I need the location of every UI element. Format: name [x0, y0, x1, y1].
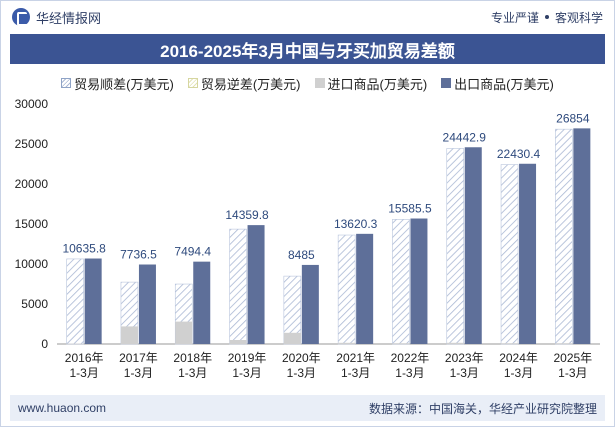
bar-export — [247, 225, 265, 344]
y-tick-label: 25000 — [15, 137, 49, 151]
legend: 贸易顺差(万美元) 贸易逆差(万美元) 进口商品(万美元) 出口商品(万美元) — [0, 72, 615, 94]
bar-import — [501, 343, 519, 344]
bar-import — [338, 342, 356, 344]
y-tick-label: 5000 — [21, 297, 48, 311]
legend-label-export: 出口商品(万美元) — [454, 76, 554, 92]
legend-item-export[interactable]: 出口商品(万美元) — [441, 74, 554, 93]
data-label: 7736.5 — [120, 248, 157, 262]
x-tick-label: 1-3月 — [124, 366, 153, 380]
x-tick-label: 1-3月 — [69, 366, 98, 380]
bar-export — [410, 218, 428, 344]
legend-item-deficit[interactable]: 贸易逆差(万美元) — [187, 74, 301, 93]
bar-surplus — [66, 258, 84, 345]
x-tick-label: 2021年 — [336, 351, 375, 365]
bar-export — [573, 128, 591, 344]
slogan-right: 客观科学 — [554, 10, 603, 25]
x-tick-label: 1-3月 — [287, 366, 316, 380]
bar-import — [446, 342, 464, 344]
axes: 0500010000150002000025000300002016年1-3月2… — [15, 97, 600, 380]
slogan: 专业严谨 客观科学 — [491, 9, 603, 26]
bar-surplus — [392, 219, 410, 345]
top-bar: 华经情报网 专业严谨 客观科学 — [0, 0, 615, 34]
bar-import — [120, 326, 138, 344]
bar-import — [555, 343, 573, 344]
x-tick-label: 2022年 — [391, 351, 430, 365]
labels: 10635.8 7736.5 7494.4 14359.8 8485 13620.3 155… — [62, 111, 589, 262]
bar-surplus — [337, 234, 356, 345]
bar-export — [193, 261, 211, 344]
data-label: 26854 — [556, 111, 590, 125]
x-tick-label: 2023年 — [445, 351, 484, 365]
y-tick-label: 20000 — [15, 177, 49, 191]
brand-name: 华经情报网 — [36, 10, 102, 26]
bullet-dot-icon — [544, 15, 549, 19]
bar-export — [84, 258, 102, 344]
footer: www.huaon.com 数据来源：中国海关，华经产业研究院整理 — [10, 395, 605, 421]
x-tick-label: 1-3月 — [178, 366, 207, 380]
x-tick-label: 1-3月 — [504, 366, 533, 380]
data-label: 15585.5 — [388, 202, 432, 216]
data-label: 8485 — [288, 248, 315, 262]
brand[interactable]: 华经情报网 — [12, 8, 101, 27]
data-label: 10635.8 — [62, 242, 106, 256]
legend-item-surplus[interactable]: 贸易顺差(万美元) — [61, 74, 174, 93]
legend-label-import: 进口商品(万美元) — [327, 76, 428, 92]
x-tick-label: 1-3月 — [232, 366, 261, 380]
bar-import — [229, 340, 247, 344]
x-tick-label: 2016年 — [65, 351, 104, 365]
y-tick-label: 30000 — [15, 97, 49, 111]
data-label: 24442.9 — [443, 130, 487, 144]
x-tick-label: 1-3月 — [558, 366, 587, 380]
bar-export — [138, 264, 156, 344]
bar-export — [301, 264, 319, 344]
legend-label-deficit: 贸易逆差(万美元) — [200, 76, 301, 92]
bar-surplus — [229, 228, 247, 345]
data-label: 22430.4 — [497, 147, 541, 161]
bar-import — [175, 321, 193, 344]
x-tick-label: 2018年 — [173, 351, 212, 365]
bar-import — [392, 343, 410, 344]
y-tick-label: 0 — [41, 337, 48, 351]
bar-import — [283, 332, 301, 344]
data-label: 14359.8 — [225, 208, 269, 222]
x-tick-label: 1-3月 — [395, 366, 424, 380]
y-tick-label: 15000 — [15, 217, 49, 231]
bar-surplus — [555, 128, 573, 345]
bar-export — [519, 163, 537, 344]
y-tick-label: 10000 — [15, 257, 49, 271]
slogan-left: 专业严谨 — [490, 10, 539, 25]
bars — [66, 128, 591, 345]
legend-label-surplus: 贸易顺差(万美元) — [74, 76, 174, 92]
bar-surplus — [446, 148, 465, 345]
x-tick-label: 2019年 — [228, 351, 267, 365]
bar-surplus — [500, 164, 519, 345]
x-tick-label: 2017年 — [119, 351, 158, 365]
x-tick-label: 2025年 — [553, 351, 592, 365]
x-tick-label: 1-3月 — [450, 366, 479, 380]
footer-website[interactable]: www.huaon.com — [18, 401, 107, 415]
surplus-swatch-icon — [61, 78, 72, 88]
huajing-logo-icon — [12, 8, 30, 26]
x-tick-label: 2024年 — [499, 351, 538, 365]
x-tick-label: 1-3月 — [341, 366, 370, 380]
data-label: 7494.4 — [174, 245, 211, 259]
import-swatch-icon — [314, 78, 325, 88]
bar-export — [464, 147, 482, 344]
export-swatch-icon — [441, 78, 452, 88]
bar-export — [356, 233, 374, 344]
footer-source: 数据来源：中国海关，华经产业研究院整理 — [368, 401, 597, 416]
chart-title: 2016-2025年3月中国与牙买加贸易差额 — [10, 34, 605, 64]
x-tick-label: 2020年 — [282, 351, 321, 365]
legend-item-import[interactable]: 进口商品(万美元) — [314, 74, 428, 93]
deficit-swatch-icon — [187, 78, 198, 88]
data-label: 13620.3 — [334, 217, 378, 231]
